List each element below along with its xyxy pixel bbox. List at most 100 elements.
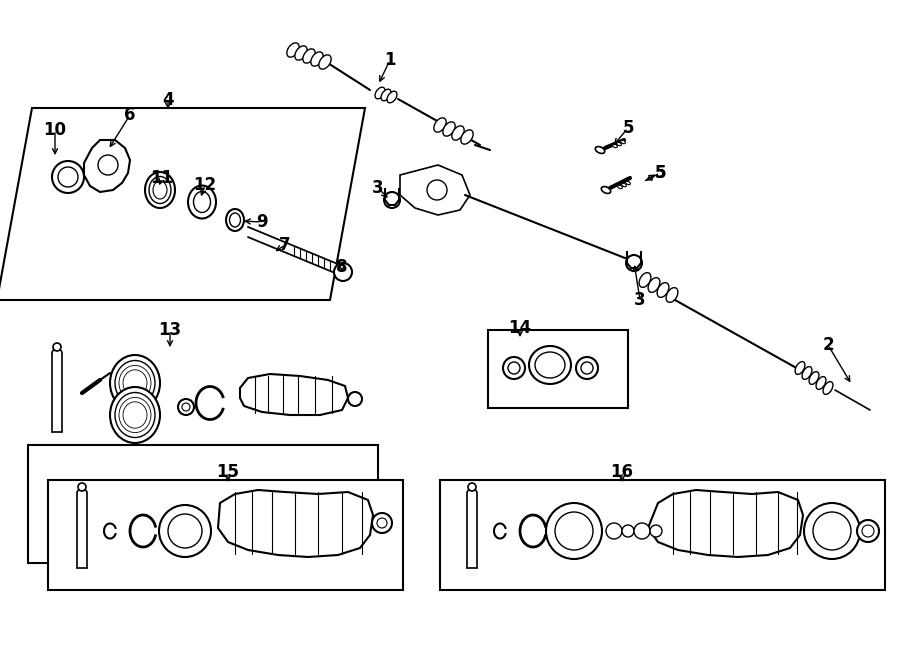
Text: 10: 10 — [43, 121, 67, 139]
Ellipse shape — [115, 360, 155, 405]
Text: 14: 14 — [508, 319, 532, 337]
Ellipse shape — [666, 288, 678, 302]
Text: 6: 6 — [124, 106, 136, 124]
Ellipse shape — [452, 126, 464, 140]
Circle shape — [334, 263, 352, 281]
Ellipse shape — [529, 346, 571, 384]
Ellipse shape — [319, 55, 331, 69]
Ellipse shape — [295, 46, 307, 60]
Ellipse shape — [601, 186, 611, 194]
Circle shape — [348, 392, 362, 406]
Text: 16: 16 — [610, 463, 634, 481]
Ellipse shape — [375, 87, 385, 98]
Ellipse shape — [123, 369, 147, 396]
Text: 5: 5 — [622, 119, 634, 137]
Circle shape — [813, 512, 851, 550]
Bar — [48, 480, 403, 590]
Circle shape — [377, 518, 387, 528]
Circle shape — [862, 525, 874, 537]
Circle shape — [650, 525, 662, 537]
Ellipse shape — [123, 402, 147, 428]
Circle shape — [168, 514, 202, 548]
Ellipse shape — [824, 381, 832, 395]
Ellipse shape — [310, 52, 323, 66]
Circle shape — [804, 503, 860, 559]
Bar — [488, 330, 628, 408]
Polygon shape — [240, 374, 348, 415]
Ellipse shape — [617, 185, 623, 189]
Ellipse shape — [461, 130, 473, 144]
Bar — [440, 480, 885, 590]
Bar — [28, 445, 378, 563]
Text: 2: 2 — [823, 336, 833, 354]
Text: 4: 4 — [162, 91, 174, 109]
Polygon shape — [84, 140, 130, 192]
Circle shape — [98, 155, 118, 175]
Ellipse shape — [149, 176, 171, 204]
Ellipse shape — [626, 181, 630, 184]
Ellipse shape — [809, 371, 819, 385]
Ellipse shape — [657, 283, 669, 297]
Ellipse shape — [535, 352, 565, 378]
Circle shape — [555, 512, 593, 550]
Ellipse shape — [230, 213, 240, 227]
Ellipse shape — [381, 89, 391, 100]
Ellipse shape — [816, 377, 826, 389]
Ellipse shape — [188, 186, 216, 219]
Ellipse shape — [648, 278, 660, 292]
Ellipse shape — [595, 147, 605, 153]
Polygon shape — [400, 165, 470, 215]
Circle shape — [468, 483, 476, 491]
Ellipse shape — [795, 362, 805, 374]
Ellipse shape — [287, 43, 299, 57]
Text: 1: 1 — [384, 51, 396, 69]
Circle shape — [52, 161, 84, 193]
Ellipse shape — [621, 140, 626, 143]
Circle shape — [503, 357, 525, 379]
Ellipse shape — [434, 118, 446, 132]
Polygon shape — [218, 490, 373, 557]
Ellipse shape — [802, 367, 812, 379]
Ellipse shape — [387, 91, 397, 103]
Circle shape — [546, 503, 602, 559]
Ellipse shape — [119, 366, 151, 401]
Text: 5: 5 — [654, 164, 666, 182]
Ellipse shape — [302, 49, 315, 63]
Circle shape — [622, 525, 634, 537]
Circle shape — [508, 362, 520, 374]
Circle shape — [384, 192, 400, 208]
Text: 15: 15 — [217, 463, 239, 481]
Ellipse shape — [153, 181, 167, 199]
Circle shape — [178, 399, 194, 415]
Ellipse shape — [110, 355, 160, 411]
Ellipse shape — [115, 393, 155, 438]
Ellipse shape — [639, 272, 651, 288]
Circle shape — [78, 483, 86, 491]
Circle shape — [576, 357, 598, 379]
Ellipse shape — [119, 397, 151, 432]
Circle shape — [606, 523, 622, 539]
Ellipse shape — [616, 142, 621, 145]
Ellipse shape — [145, 172, 175, 208]
Circle shape — [857, 520, 879, 542]
Circle shape — [626, 255, 642, 271]
Text: 5: 5 — [654, 164, 666, 182]
Polygon shape — [648, 490, 803, 557]
Ellipse shape — [110, 387, 160, 443]
Circle shape — [182, 403, 190, 411]
Circle shape — [159, 505, 211, 557]
Text: 3: 3 — [634, 291, 646, 309]
Text: 7: 7 — [279, 236, 291, 254]
Text: 3: 3 — [373, 179, 383, 197]
Text: 13: 13 — [158, 321, 182, 339]
Circle shape — [427, 180, 447, 200]
Circle shape — [58, 167, 78, 187]
Circle shape — [372, 513, 392, 533]
Circle shape — [53, 343, 61, 351]
Polygon shape — [248, 227, 340, 275]
Ellipse shape — [622, 183, 626, 186]
Polygon shape — [0, 108, 365, 300]
Circle shape — [581, 362, 593, 374]
Ellipse shape — [613, 144, 617, 147]
Text: 11: 11 — [150, 169, 174, 187]
